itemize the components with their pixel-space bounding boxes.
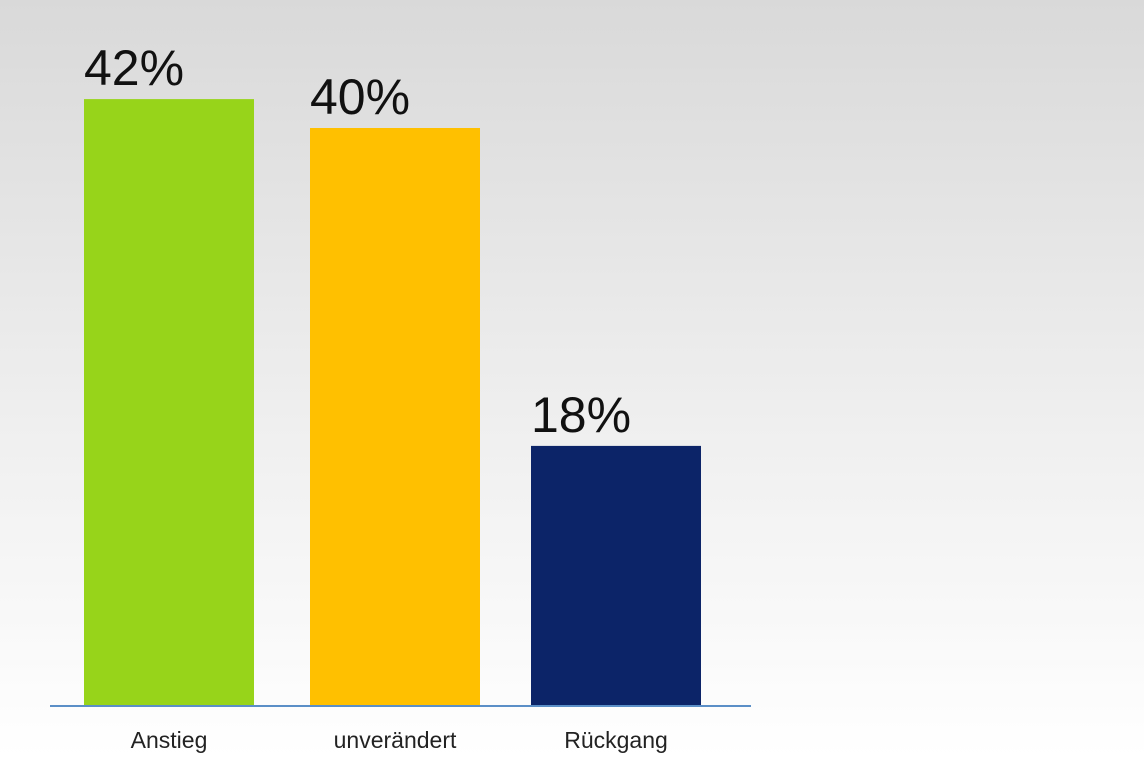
bar-2 — [531, 445, 701, 706]
value-label-1: 40% — [310, 69, 410, 125]
value-label-0: 42% — [84, 40, 184, 96]
bar-0 — [84, 99, 254, 707]
category-label-0: Anstieg — [131, 727, 208, 753]
category-label-1: unverändert — [334, 727, 457, 753]
labels: 42% Anstieg 40% unverändert 18% Rückgang — [84, 40, 668, 753]
category-label-2: Rückgang — [564, 727, 668, 753]
bar-1 — [310, 128, 480, 706]
value-label-2: 18% — [531, 387, 631, 443]
bars — [84, 99, 701, 707]
